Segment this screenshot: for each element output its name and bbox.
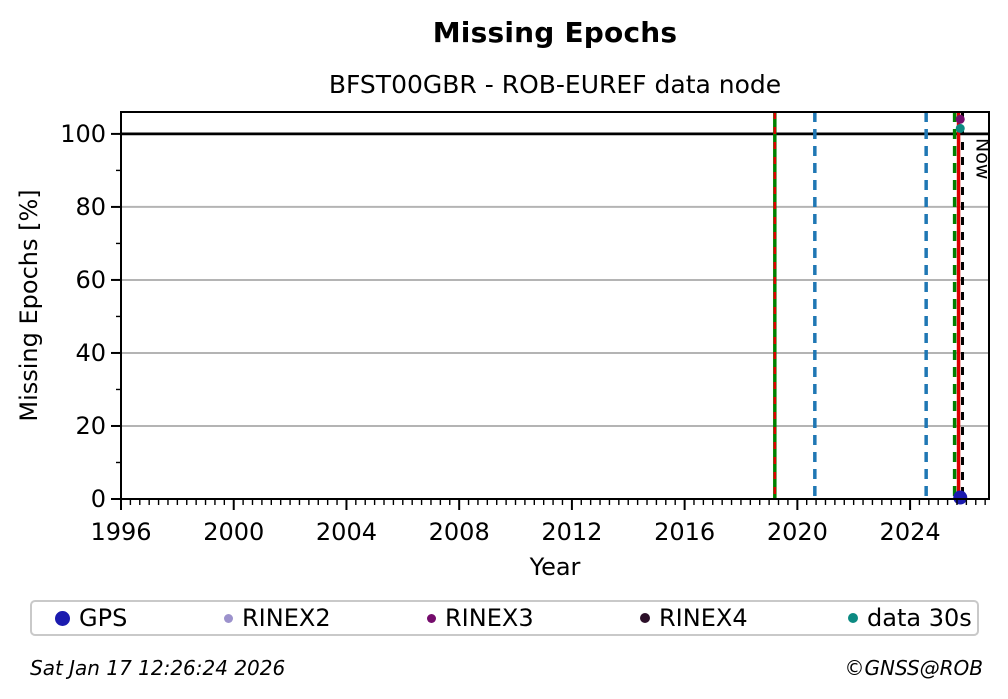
x-tick-label: 1996 bbox=[90, 518, 151, 546]
legend: GPS RINEX2 RINEX3 RINEX4 data 30s bbox=[30, 600, 979, 636]
y-axis-label: Missing Epochs [%] bbox=[15, 189, 43, 421]
y-tick-label: 100 bbox=[60, 120, 106, 148]
y-tick-label: 0 bbox=[91, 485, 106, 513]
legend-label: RINEX2 bbox=[242, 604, 331, 632]
copyright-credit: ©GNSS@ROB bbox=[844, 656, 984, 680]
legend-marker-icon bbox=[427, 613, 436, 623]
legend-item-rinex2: RINEX2 bbox=[224, 602, 331, 634]
legend-marker-icon bbox=[640, 613, 650, 623]
x-tick-label: 2000 bbox=[203, 518, 264, 546]
x-tick-label: 2016 bbox=[654, 518, 715, 546]
chart-title: Missing Epochs bbox=[432, 16, 678, 49]
now-annotation: Now bbox=[972, 138, 994, 179]
x-tick-label: 2012 bbox=[541, 518, 602, 546]
x-tick-label: 2004 bbox=[316, 518, 377, 546]
x-axis-label: Year bbox=[529, 553, 581, 581]
legend-marker-icon bbox=[224, 613, 233, 623]
legend-marker-icon bbox=[848, 613, 858, 623]
legend-item-rinex3: RINEX3 bbox=[427, 602, 534, 634]
legend-marker-icon bbox=[55, 610, 70, 626]
legend-label: data 30s bbox=[867, 604, 972, 632]
data-point-data-30s bbox=[955, 123, 965, 133]
x-tick-label: 2020 bbox=[767, 518, 828, 546]
y-tick-label: 80 bbox=[75, 193, 106, 221]
x-tick-label: 2024 bbox=[880, 518, 941, 546]
data-point-rinex3 bbox=[955, 114, 965, 124]
y-tick-label: 60 bbox=[75, 266, 106, 294]
y-tick-label: 40 bbox=[75, 339, 106, 367]
legend-item-data-30s: data 30s bbox=[848, 602, 972, 634]
legend-label: GPS bbox=[79, 604, 128, 632]
legend-item-gps: GPS bbox=[55, 602, 127, 634]
x-tick-label: 2008 bbox=[429, 518, 490, 546]
legend-item-rinex4: RINEX4 bbox=[640, 602, 748, 634]
legend-label: RINEX3 bbox=[445, 604, 534, 632]
chart-subtitle: BFST00GBR - ROB-EUREF data node bbox=[328, 70, 782, 99]
plot-frame bbox=[120, 111, 990, 500]
data-point-gps bbox=[953, 490, 968, 505]
legend-label: RINEX4 bbox=[659, 604, 748, 632]
plot-timestamp: Sat Jan 17 12:26:24 2026 bbox=[30, 656, 286, 680]
y-tick-label: 20 bbox=[75, 412, 106, 440]
plot-canvas: 0 20 40 60 80 100 1996 2000 2004 2008 2012 2016 2020… bbox=[15, 111, 994, 581]
